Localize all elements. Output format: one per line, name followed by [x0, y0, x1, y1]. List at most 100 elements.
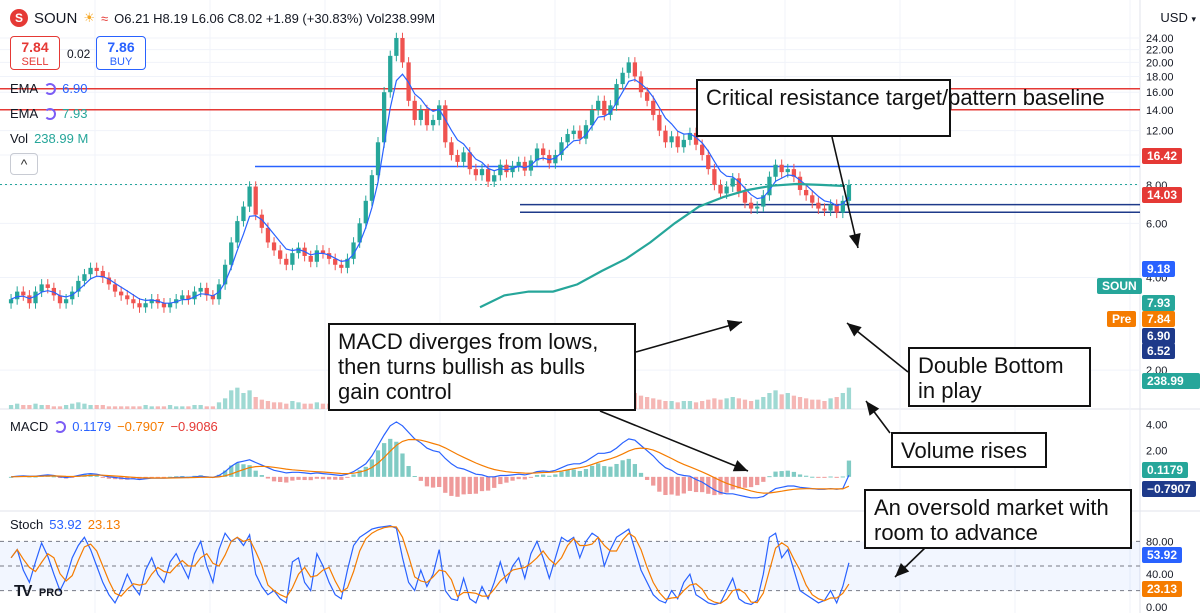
macd-histogram-bar [840, 476, 845, 478]
volume-bar [742, 399, 748, 409]
volume-bar [149, 406, 154, 409]
macd-histogram-bar [632, 464, 638, 477]
macd-histogram-bar [467, 476, 472, 495]
candle-body [620, 72, 625, 85]
candle-body [681, 139, 686, 148]
candle-body [284, 258, 289, 265]
stoch-axis-tick: 40.00 [1146, 569, 1174, 581]
symbol-ticker[interactable]: SOUN [34, 9, 78, 27]
candle-body [516, 161, 521, 167]
macd-histogram-bar [473, 476, 479, 494]
macd-histogram-bar [430, 476, 436, 488]
annotation-arrowhead [866, 401, 880, 416]
macd-signal-value: −0.7907 [117, 419, 165, 434]
candle-body [296, 247, 301, 254]
candle-body [828, 204, 833, 211]
volume-bar [247, 390, 252, 409]
buy-button[interactable]: 7.86 BUY [96, 36, 146, 70]
cycle-icon [44, 82, 57, 95]
macd-legend[interactable]: MACD 0.1179 −0.7907 −0.9086 [10, 419, 218, 434]
annotation-arrow-line [635, 321, 743, 353]
volume-legend[interactable]: Vol 238.99 M [10, 131, 88, 146]
price-tag: 0.1179 [1142, 462, 1189, 478]
macd-histogram-bar [381, 443, 387, 477]
macd-histogram-bar [455, 476, 460, 497]
macd-histogram-bar [167, 476, 173, 478]
volume-bar [186, 406, 191, 409]
macd-histogram-bar [406, 465, 411, 477]
price-tag: 9.18 [1142, 261, 1176, 277]
candle-body [492, 175, 497, 182]
macd-histogram-bar [547, 475, 552, 477]
volume-bar [198, 405, 203, 409]
annotation-arrowhead [895, 562, 910, 577]
stoch-legend[interactable]: Stoch 53.92 23.13 [10, 517, 120, 532]
volume-bar [265, 401, 271, 409]
price-axis-tick: 6.00 [1146, 218, 1167, 230]
candle-body [204, 287, 209, 296]
candle-body [651, 100, 656, 115]
volume-bar [100, 405, 105, 409]
candle-body [198, 287, 203, 292]
macd-histogram-bar [534, 474, 540, 477]
candle-body [381, 92, 387, 143]
ema2-value: 7.93 [62, 106, 88, 121]
sell-button[interactable]: 7.84 SELL [10, 36, 60, 70]
macd-histogram-bar [180, 476, 185, 478]
candle-body [290, 253, 295, 265]
macd-histogram-bar [229, 465, 234, 477]
macd-histogram-bar [565, 469, 570, 477]
collapse-legend-button[interactable]: ^ [10, 153, 38, 175]
candle-body [724, 186, 729, 194]
volume-bar [693, 402, 699, 409]
price-tag: −0.7907 [1142, 481, 1196, 497]
ema2-legend[interactable]: EMA 7.93 [10, 106, 87, 121]
candle-body [222, 264, 228, 285]
stoch-k-value: 53.92 [49, 517, 82, 532]
macd-histogram-bar [8, 476, 14, 478]
volume-bar [222, 398, 228, 409]
macd-histogram-bar [161, 476, 167, 478]
volume-bar [687, 401, 693, 409]
volume-bar [314, 402, 319, 409]
ema1-legend[interactable]: EMA 6.90 [10, 81, 87, 96]
candle-body [400, 38, 405, 63]
annotation-arrowhead [726, 320, 742, 332]
pro-label: PRO [38, 587, 63, 599]
candle-body [100, 270, 105, 278]
candle-body [63, 299, 69, 304]
volume-bar [119, 406, 124, 409]
ema-slow-line [479, 182, 846, 309]
candle-body [125, 295, 130, 300]
candle-body [241, 206, 246, 222]
macd-histogram-bar [443, 476, 448, 493]
macd-histogram-bar [485, 476, 491, 491]
macd-histogram-bar [602, 466, 607, 477]
volume-bar [785, 393, 790, 409]
ohlc-values: O6.21 H8.19 L6.06 C8.02 +1.89 (+30.83%) … [114, 10, 436, 26]
candle-body [253, 186, 258, 215]
macd-histogram-bar [522, 476, 527, 480]
macd-axis-tick: 4.00 [1146, 420, 1167, 432]
macd-histogram-bar [712, 476, 717, 496]
candle-body [8, 299, 14, 304]
volume-bar [63, 405, 69, 409]
macd-histogram-bar [528, 476, 534, 478]
macd-histogram-bar [302, 476, 307, 481]
volume-bar [712, 398, 717, 409]
volume-bar [779, 394, 784, 409]
callout-volume: Volume rises [891, 432, 1047, 468]
volume-bar [284, 403, 289, 409]
stoch-axis-tick: 80.00 [1146, 536, 1174, 548]
macd-histogram-bar [761, 476, 766, 482]
currency-selector[interactable]: USD ▾ [1160, 10, 1196, 25]
macd-histogram-bar [577, 470, 582, 477]
macd-histogram-bar [100, 476, 105, 478]
macd-histogram-bar [834, 476, 839, 478]
macd-histogram-bar [308, 476, 313, 481]
candle-body [375, 142, 381, 176]
candle-body [589, 110, 595, 126]
volume-bar [94, 405, 99, 409]
volume-bar [834, 397, 839, 409]
